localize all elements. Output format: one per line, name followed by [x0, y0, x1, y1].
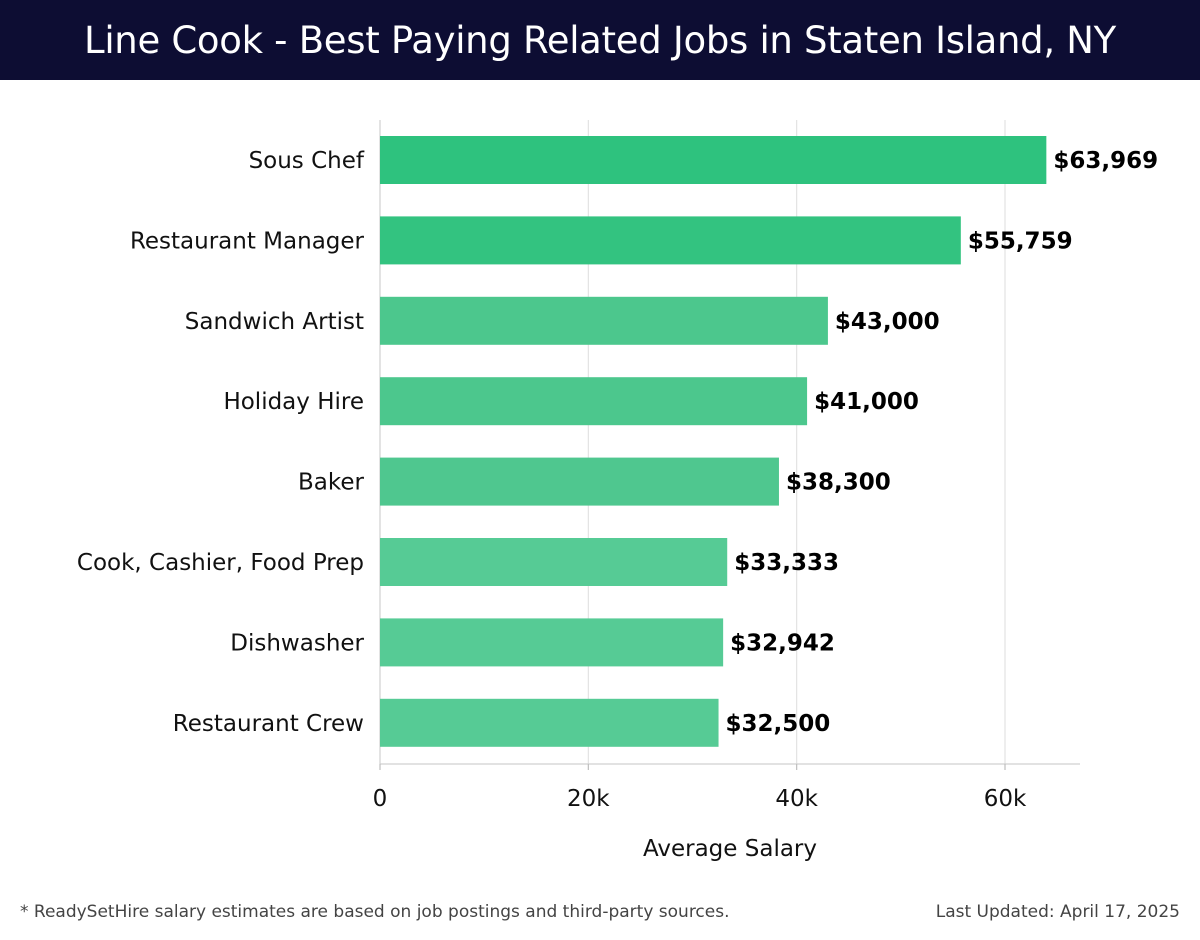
- x-tick-label-2: 40k: [775, 786, 818, 812]
- value-label-4: $38,300: [786, 470, 891, 496]
- category-label-2: Sandwich Artist: [185, 309, 364, 335]
- bar-0: [380, 136, 1047, 184]
- x-tick-label-1: 20k: [567, 786, 610, 812]
- bar-6: [380, 618, 724, 667]
- bar-1: [380, 216, 961, 265]
- last-updated: Last Updated: April 17, 2025: [935, 902, 1180, 922]
- x-tick-label-0: 0: [373, 786, 388, 812]
- category-label-6: Dishwasher: [230, 630, 364, 656]
- value-label-7: $32,500: [726, 711, 831, 737]
- bar-3: [380, 377, 808, 426]
- category-label-4: Baker: [298, 470, 365, 496]
- value-label-6: $32,942: [730, 630, 835, 656]
- footer-note: * ReadySetHire salary estimates are base…: [20, 902, 730, 922]
- value-label-1: $55,759: [968, 228, 1073, 254]
- value-label-5: $33,333: [734, 550, 839, 576]
- bar-5: [380, 538, 728, 586]
- bar-7: [380, 698, 719, 747]
- bar-4: [380, 457, 779, 506]
- bar-2: [380, 296, 828, 345]
- x-tick-label-3: 60k: [984, 786, 1027, 812]
- category-label-7: Restaurant Crew: [173, 711, 364, 737]
- chart-title: Line Cook - Best Paying Related Jobs in …: [84, 18, 1116, 62]
- chart-header: Line Cook - Best Paying Related Jobs in …: [0, 0, 1200, 80]
- value-label-0: $63,969: [1053, 148, 1158, 174]
- category-label-5: Cook, Cashier, Food Prep: [77, 550, 364, 576]
- category-label-3: Holiday Hire: [223, 389, 364, 415]
- x-axis-title: Average Salary: [643, 836, 817, 862]
- category-label-1: Restaurant Manager: [130, 228, 365, 254]
- value-label-3: $41,000: [814, 389, 919, 415]
- category-label-0: Sous Chef: [249, 148, 365, 174]
- value-label-2: $43,000: [835, 309, 940, 335]
- bar-chart: 0 20k 40k 60k Average Salary Sous Chef $63,969…: [77, 120, 1158, 862]
